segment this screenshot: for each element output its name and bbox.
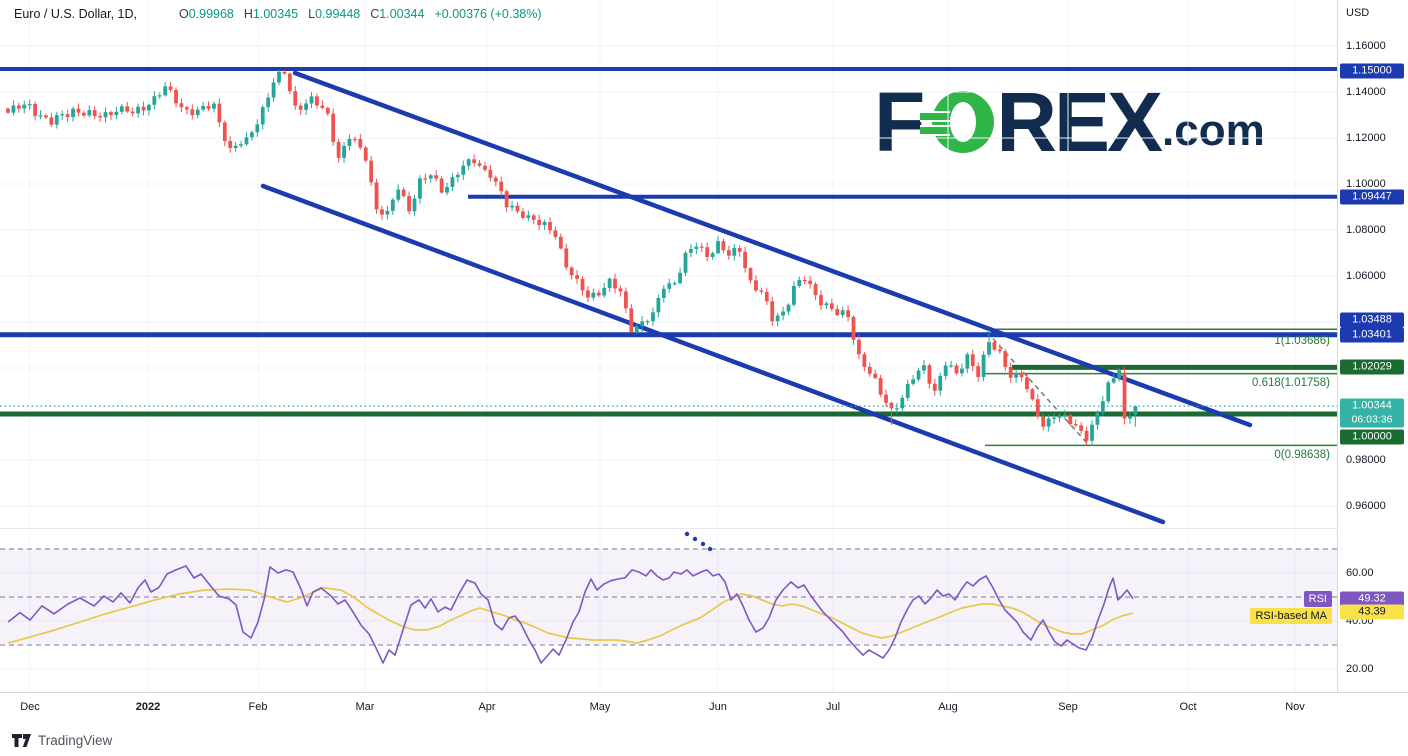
rsi-indicator-badge[interactable]: RSI bbox=[1303, 591, 1332, 607]
chart-canvas[interactable] bbox=[0, 0, 1337, 692]
rsi-ma-indicator-badge[interactable]: RSI-based MA bbox=[1250, 608, 1332, 624]
countdown-timer: 06:03:36 bbox=[1351, 413, 1393, 425]
time-tick-2022: 2022 bbox=[135, 701, 161, 713]
time-tick-Apr: Apr bbox=[478, 701, 496, 713]
close-value: 1.00344 bbox=[379, 7, 425, 21]
trend-channel-line bbox=[292, 70, 1253, 428]
price-badge-1.02029: 1.02029 bbox=[1340, 359, 1404, 375]
fib-label-618[interactable]: 0.618(1.01758) bbox=[1251, 377, 1330, 389]
time-tick-Aug: Aug bbox=[938, 701, 958, 713]
tradingview-logo-text: TradingView bbox=[38, 733, 113, 748]
price-badge-1.00000: 1.00000 bbox=[1340, 429, 1404, 445]
time-tick-Mar: Mar bbox=[355, 701, 375, 713]
open-label: O bbox=[178, 7, 189, 21]
watermark-letter-f: F bbox=[874, 75, 925, 169]
time-tick-Feb: Feb bbox=[248, 701, 268, 713]
price-badge-1.00344: 1.00344 06:03:36 bbox=[1340, 398, 1404, 428]
currency-label: USD bbox=[1346, 7, 1370, 19]
price-tick: 0.98000 bbox=[1346, 454, 1386, 466]
time-tick-Jun: Jun bbox=[709, 701, 727, 713]
price-tick: 0.96000 bbox=[1346, 500, 1386, 512]
time-axis[interactable]: Dec 2022 Feb Mar Apr May Jun Jul Aug Sep Oct Nov bbox=[0, 692, 1408, 724]
high-label: H bbox=[243, 7, 253, 21]
time-tick-Sep: Sep bbox=[1058, 701, 1078, 713]
time-tick-Dec: Dec bbox=[20, 701, 40, 713]
chart-legend: Euro / U.S. Dollar, 1D, O0.99968 H1.0034… bbox=[14, 7, 542, 21]
price-badge-1.03488: 1.03488 bbox=[1340, 312, 1404, 328]
price-tick: 1.06000 bbox=[1346, 270, 1386, 282]
rsi-line bbox=[7, 565, 1134, 664]
watermark-dot-com: .com bbox=[1162, 106, 1265, 155]
tradingview-logo-icon bbox=[12, 733, 31, 747]
price-tick: 1.14000 bbox=[1346, 86, 1386, 98]
dotted-trendline-dot bbox=[684, 531, 690, 537]
price-badge-49.32: 49.32 bbox=[1340, 591, 1404, 607]
time-tick-Nov: Nov bbox=[1285, 701, 1305, 713]
open-value: 0.99968 bbox=[188, 7, 234, 21]
fib-label-1[interactable]: 1(1.03686) bbox=[1274, 335, 1330, 347]
pane-separator[interactable] bbox=[0, 528, 1408, 529]
measured-move-dashed-line bbox=[986, 331, 1088, 444]
price-tick: 1.12000 bbox=[1346, 132, 1386, 144]
low-label: L bbox=[308, 7, 316, 21]
price-badge-43.39: 43.39 bbox=[1340, 604, 1404, 620]
fib-label-0[interactable]: 0(0.98638) bbox=[1274, 449, 1330, 461]
close-label: C bbox=[370, 7, 380, 21]
high-value: 1.00345 bbox=[252, 7, 299, 21]
symbol-title[interactable]: Euro / U.S. Dollar, 1D, bbox=[14, 7, 137, 21]
time-tick-Jul: Jul bbox=[825, 701, 841, 713]
price-tick: 20.00 bbox=[1346, 663, 1374, 675]
price-axis[interactable]: USD 1.16000 1.14000 1.12000 1.10000 1.08000 1… bbox=[1337, 0, 1408, 723]
watermark-letters-rex: REX bbox=[996, 75, 1163, 169]
trend-channel-line bbox=[260, 183, 1166, 525]
price-tick: 1.08000 bbox=[1346, 224, 1386, 236]
ohlc-values: O0.99968 H1.00345 L0.99448 C1.00344 +0.0… bbox=[179, 7, 542, 21]
candlestick-series bbox=[6, 69, 1138, 446]
tradingview-logo[interactable]: TradingView bbox=[12, 733, 112, 748]
forex-com-watermark: F REX .com bbox=[874, 75, 1265, 169]
forex-o-euro-icon bbox=[920, 89, 995, 155]
price-tick: 1.10000 bbox=[1346, 178, 1386, 190]
time-tick-Oct: Oct bbox=[1179, 701, 1197, 713]
price-tick: 60.00 bbox=[1346, 567, 1374, 579]
time-tick-May: May bbox=[589, 701, 611, 713]
change-value: +0.00376 (+0.38%) bbox=[434, 7, 542, 21]
low-value: 0.99448 bbox=[315, 7, 361, 21]
dotted-trendline-dot bbox=[707, 546, 713, 552]
price-badge-1.03401: 1.03401 bbox=[1340, 327, 1404, 343]
price-badge-1.15000: 1.15000 bbox=[1340, 63, 1404, 79]
price-badge-1.09447: 1.09447 bbox=[1340, 189, 1404, 205]
dotted-trendline-dot bbox=[692, 536, 698, 542]
price-tick: 1.16000 bbox=[1346, 40, 1386, 52]
dotted-trendline-dot bbox=[700, 541, 706, 547]
